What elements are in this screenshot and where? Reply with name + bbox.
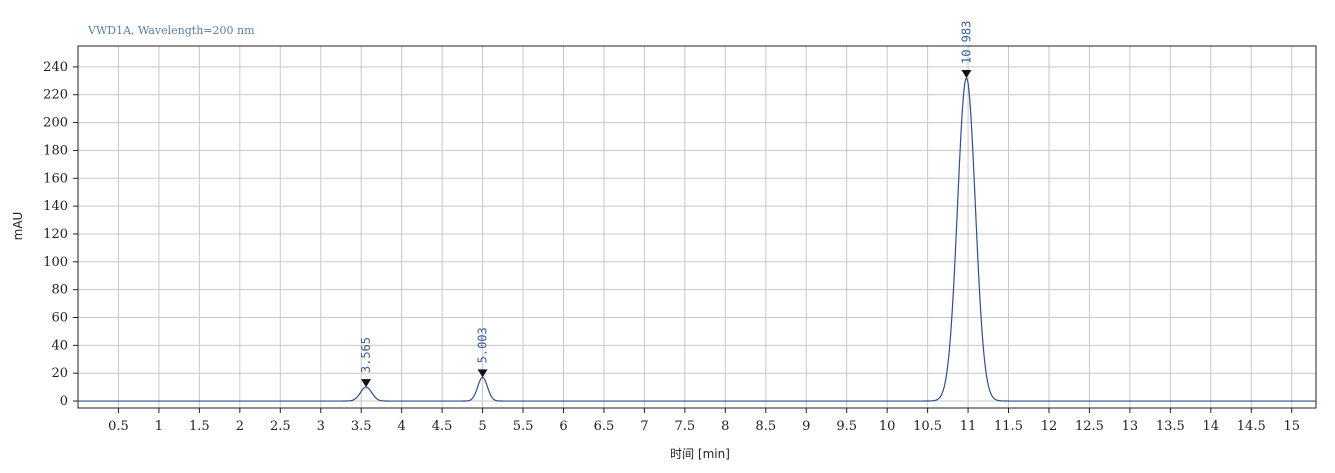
x-tick-label: 6 — [559, 419, 567, 434]
x-tick-label: 0.5 — [108, 419, 129, 434]
grid — [78, 46, 1316, 408]
x-axis-label: 时间 [min] — [670, 447, 730, 461]
x-tick-label: 7 — [640, 419, 648, 434]
x-tick-label: 11.5 — [994, 419, 1023, 434]
y-axis: 0 20 40 60 80 100 120 140 160 180 200 220 240 — [43, 60, 78, 409]
x-tick-label: 12.5 — [1075, 419, 1104, 434]
chart-title: VWD1A, Wavelength=200 nm — [87, 24, 255, 37]
y-axis-label: mAU — [11, 212, 25, 241]
x-tick-label: 14 — [1203, 419, 1220, 434]
x-tick-label: 3 — [317, 419, 325, 434]
peak-label: 3.565 — [359, 337, 373, 373]
x-tick-label: 10 — [879, 419, 896, 434]
x-tick-label: 14.5 — [1237, 419, 1266, 434]
y-tick-label: 160 — [43, 171, 68, 186]
x-tick-label: 8 — [721, 419, 729, 434]
peak-label: 5.003 — [476, 327, 490, 363]
x-tick-label: 15 — [1283, 419, 1300, 434]
x-tick-label: 8.5 — [755, 419, 776, 434]
x-tick-label: 5.5 — [513, 419, 534, 434]
x-tick-label: 11 — [960, 419, 977, 434]
x-tick-label: 13.5 — [1156, 419, 1185, 434]
y-tick-label: 20 — [51, 366, 68, 381]
x-tick-label: 13 — [1122, 419, 1139, 434]
y-tick-label: 40 — [51, 338, 68, 353]
x-tick-label: 1 — [155, 419, 163, 434]
x-tick-label: 3.5 — [351, 419, 372, 434]
x-tick-label: 4.5 — [432, 419, 453, 434]
y-tick-label: 100 — [43, 255, 68, 270]
y-tick-label: 200 — [43, 116, 68, 131]
x-tick-label: 12 — [1041, 419, 1058, 434]
x-tick-label: 9 — [802, 419, 810, 434]
y-tick-label: 240 — [43, 60, 68, 75]
y-tick-label: 0 — [60, 394, 68, 409]
chromatogram-trace — [78, 77, 1316, 402]
x-tick-label: 1.5 — [189, 419, 210, 434]
x-tick-label: 2.5 — [270, 419, 291, 434]
y-tick-label: 60 — [51, 311, 68, 326]
plot-frame — [77, 45, 1317, 409]
y-tick-label: 180 — [43, 143, 68, 158]
x-tick-label: 6.5 — [594, 419, 615, 434]
x-axis: 0.5 1 1.5 2 2.5 3 3.5 4 4.5 5 5.5 6 6.5 7 7.5 8 8.5 9 9.5 1… — [108, 408, 1300, 434]
x-tick-label: 7.5 — [675, 419, 696, 434]
y-tick-label: 220 — [43, 88, 68, 103]
y-tick-label: 80 — [51, 283, 68, 298]
y-tick-label: 140 — [43, 199, 68, 214]
peak-annotations: 3.565 5.003 10.983 — [359, 21, 973, 388]
y-tick-label: 120 — [43, 227, 68, 242]
x-tick-label: 5 — [478, 419, 486, 434]
peak-label: 10.983 — [959, 21, 973, 64]
peak-marker — [361, 379, 372, 388]
peak-marker — [477, 369, 488, 378]
x-tick-label: 10.5 — [913, 419, 942, 434]
x-tick-label: 9.5 — [836, 419, 857, 434]
peak-marker — [961, 70, 972, 79]
x-tick-label: 4 — [398, 419, 406, 434]
x-tick-label: 2 — [236, 419, 244, 434]
